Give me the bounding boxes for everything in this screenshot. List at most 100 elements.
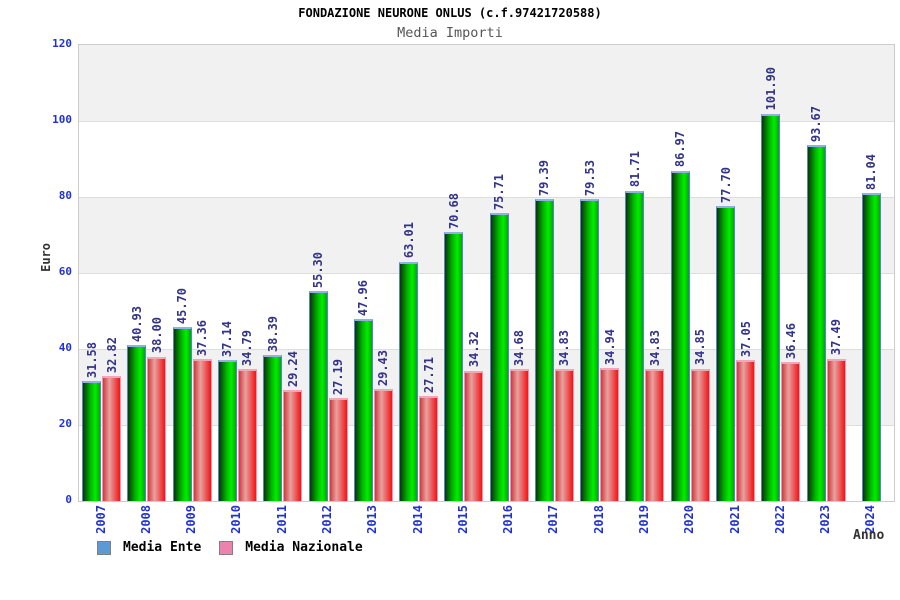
- y-tick-80: 80: [58, 189, 72, 202]
- bar-column: 31.58: [82, 341, 102, 501]
- x-tick-slot: 2021: [712, 505, 757, 547]
- bar-value-label: 31.58: [84, 341, 99, 378]
- bar-group-2010: 37.14 34.79: [215, 45, 260, 501]
- bar-media-ente-2018: [580, 198, 600, 501]
- bar-media-nazionale-2012: [328, 397, 348, 501]
- bar-value-label: 37.49: [829, 319, 844, 356]
- bar-column: 70.68: [444, 193, 464, 501]
- bar-value-label: 34.83: [647, 329, 662, 366]
- bar-column: 27.19: [328, 358, 348, 501]
- bar-column: 37.49: [826, 319, 846, 501]
- bar-column: 63.01: [399, 222, 419, 501]
- bar-value-label: 34.85: [693, 329, 708, 366]
- bar-media-ente-2019: [625, 190, 645, 501]
- bar-value-label: 77.70: [718, 166, 733, 203]
- bar-media-ente-2016: [489, 213, 509, 501]
- bar-group-2020: 86.97 34.85: [668, 45, 713, 501]
- bar-group-2011: 38.39 29.24: [260, 45, 305, 501]
- x-tick-2012: 2012: [320, 505, 334, 534]
- x-tick-2007: 2007: [93, 505, 108, 534]
- bar-column: 81.71: [625, 151, 645, 501]
- bar-group-2015: 70.68 34.32: [441, 45, 486, 501]
- bar-media-nazionale-2021: [736, 360, 755, 501]
- x-tick-2023: 2023: [818, 505, 833, 534]
- x-tick-2008: 2008: [138, 505, 153, 534]
- plot-area: 31.58 32.82 40.93 38.00 45.70 37.36 37.14 34.79…: [78, 44, 895, 502]
- bar-value-label: 101.90: [763, 67, 778, 111]
- y-tick-60: 60: [58, 265, 72, 278]
- bar-value-label: 38.39: [265, 316, 280, 353]
- bar-media-nazionale-2017: [554, 368, 574, 501]
- bar-column: 101.90: [761, 67, 781, 501]
- bar-media-nazionale-2015: [464, 370, 484, 501]
- bar-media-ente-2022: [761, 113, 781, 501]
- x-tick-slot: 2022: [757, 505, 802, 547]
- x-tick-2011: 2011: [274, 505, 289, 534]
- bar-media-nazionale-2020: [690, 368, 710, 501]
- bar-value-label: 81.71: [627, 151, 642, 188]
- bar-value-label: 79.53: [582, 159, 597, 196]
- bar-value-label: 63.01: [401, 222, 416, 259]
- bar-group-2019: 81.71 34.83: [622, 45, 667, 501]
- x-axis-title: Anno: [853, 528, 885, 543]
- bar-column: 34.83: [645, 329, 665, 501]
- bar-group-2008: 40.93 38.00: [124, 45, 169, 501]
- bar-column: 86.97: [670, 131, 690, 501]
- bar-value-label: 36.46: [783, 323, 798, 360]
- bar-media-nazionale-2023: [826, 358, 846, 501]
- gridline-60: [79, 273, 894, 274]
- bar-group-2012: 55.30 27.19: [305, 45, 350, 501]
- bar-value-label: 34.94: [602, 329, 617, 366]
- x-tick-2022: 2022: [772, 505, 787, 534]
- chart-subtitle: Media Importi: [397, 25, 503, 41]
- x-tick-2014: 2014: [410, 505, 425, 534]
- bar-group-2014: 63.01 27.71: [396, 45, 441, 501]
- bar-group-2017: 79.39 34.83: [532, 45, 577, 501]
- bar-value-label: 40.93: [129, 306, 144, 343]
- x-tick-2015: 2015: [455, 505, 470, 534]
- bar-value-label: 29.43: [376, 350, 391, 387]
- x-tick-slot: 2018: [576, 505, 621, 547]
- bar-value-label: 81.04: [864, 153, 879, 191]
- bar-column: 34.32: [464, 331, 484, 501]
- x-tick-slot: 2017: [531, 505, 576, 547]
- bar-group-2022: 101.90 36.46: [758, 45, 803, 501]
- x-tick-slot: 2019: [621, 505, 666, 547]
- bar-media-nazionale-2011: [283, 389, 303, 501]
- bar-group-2023: 93.67 37.49: [803, 45, 848, 501]
- legend-label-media-nazionale: Media Nazionale: [245, 540, 363, 555]
- legend-swatch-media-nazionale: [219, 540, 234, 555]
- bar-media-nazionale-2007: [102, 376, 122, 501]
- bar-value-label: 27.71: [421, 356, 436, 393]
- y-tick-40: 40: [58, 341, 72, 354]
- bar-media-ente-2017: [534, 199, 554, 501]
- x-tick-slot: 2015: [440, 505, 485, 547]
- bar-media-nazionale-2022: [781, 362, 801, 501]
- bar-value-label: 37.14: [220, 320, 235, 357]
- bar-group-2016: 75.71 34.68: [487, 45, 532, 501]
- bar-value-label: 37.36: [195, 319, 210, 357]
- bar-value-label: 34.32: [466, 331, 481, 368]
- bar-column: 79.53: [580, 159, 600, 501]
- bar-media-ente-2015: [444, 232, 464, 501]
- gridline-100: [79, 121, 894, 122]
- x-tick-2020: 2020: [682, 505, 697, 534]
- bar-media-nazionale-2009: [192, 359, 212, 501]
- x-tick-slot: 2014: [395, 505, 440, 547]
- bar-value-label: 47.96: [356, 279, 371, 316]
- bar-group-2021: 77.70 37.05: [713, 45, 758, 501]
- bar-column: 38.00: [147, 317, 167, 501]
- bar-group-2013: 47.96 29.43: [351, 45, 396, 501]
- bar-value-label: 27.19: [331, 358, 345, 395]
- bar-media-ente-2014: [399, 261, 419, 501]
- bar-column: 47.96: [353, 279, 373, 501]
- x-tick-slot: 2020: [667, 505, 712, 547]
- bar-media-nazionale-2013: [373, 389, 393, 501]
- bar-column: 93.67: [806, 106, 826, 501]
- legend: Media Ente Media Nazionale: [97, 540, 381, 555]
- x-tick-2021: 2021: [727, 505, 742, 534]
- bar-value-label: 32.82: [104, 337, 119, 374]
- bar-media-nazionale-2010: [237, 368, 257, 501]
- legend-label-media-ente: Media Ente: [123, 540, 202, 555]
